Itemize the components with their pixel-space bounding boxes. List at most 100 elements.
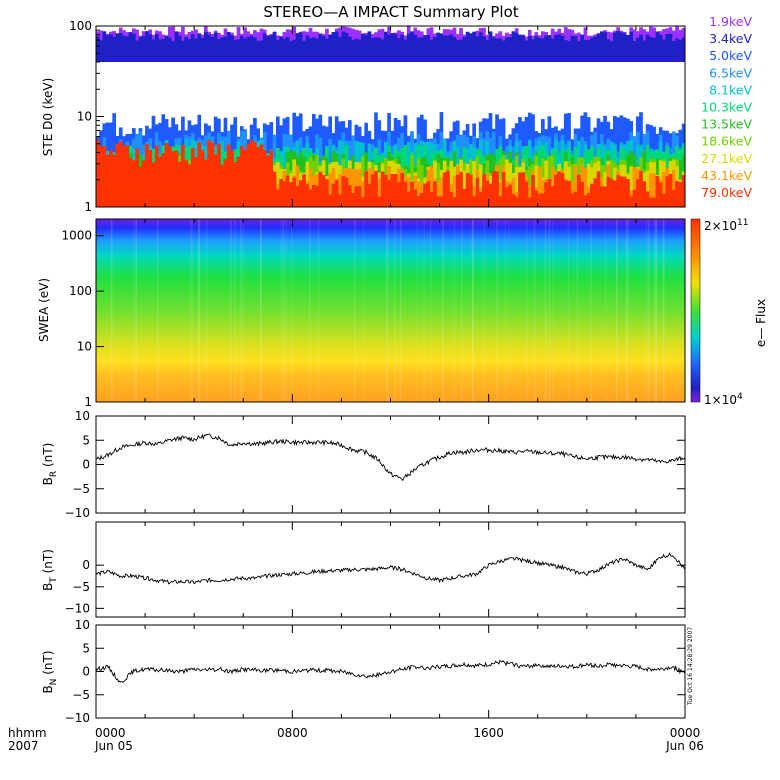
ste-bar	[501, 172, 506, 207]
ste-bar	[239, 146, 244, 207]
ste-bar	[351, 40, 355, 63]
swea-streak	[647, 219, 650, 402]
ste-bar	[609, 178, 614, 207]
swea-streak	[461, 219, 463, 402]
ste-bar	[171, 40, 175, 63]
ste-bar	[514, 166, 519, 207]
ste-bar	[652, 173, 656, 207]
ste-bar	[364, 34, 368, 63]
ste-bar	[400, 173, 404, 207]
ste-bar	[629, 31, 634, 63]
swea-streak	[198, 219, 200, 402]
ste-bar	[387, 179, 391, 207]
ste-bar	[583, 195, 588, 207]
ste-bar	[325, 38, 329, 63]
ste-y-tick-label: 10	[77, 110, 92, 124]
x-date-label: Jun 05	[94, 739, 133, 753]
ste-bar	[531, 39, 535, 63]
ste-bar	[105, 155, 110, 207]
ste-bar	[406, 33, 411, 63]
ste-bar	[269, 150, 274, 207]
ste-bar	[220, 164, 225, 207]
swea-streak	[645, 219, 648, 402]
ste-bar	[328, 34, 332, 63]
ste-bar	[318, 171, 323, 207]
swea-streak	[576, 219, 579, 402]
colorbar-max-label: 2×1011	[704, 218, 748, 233]
swea-streak	[662, 219, 665, 402]
ste-bar	[606, 39, 611, 63]
swea-streak	[110, 219, 113, 402]
ste-bar	[259, 40, 264, 63]
ste-legend-entry: 6.5keV	[709, 65, 752, 80]
ste-bar	[99, 40, 103, 63]
ste-bar	[200, 150, 205, 207]
ste-bar	[658, 34, 663, 63]
ste-bar	[534, 165, 539, 207]
ste-bar	[249, 35, 254, 63]
ste-bar	[452, 175, 457, 207]
ste-bar	[609, 41, 614, 63]
ste-bar	[167, 146, 172, 207]
ste-bar	[367, 183, 372, 207]
ste-legend-entry: 1.9keV	[709, 14, 752, 29]
ste-bar	[187, 164, 192, 207]
ste-bar	[223, 36, 228, 63]
ste-bar	[397, 182, 401, 207]
ste-bar	[311, 184, 316, 207]
ste-bar	[442, 172, 447, 207]
ste-bar	[642, 181, 647, 207]
ste-bar	[652, 37, 656, 63]
ste-bar	[537, 166, 542, 207]
ste-bar	[554, 34, 558, 63]
swea-y-tick-label: 1	[84, 395, 92, 409]
ste-bar	[200, 37, 205, 63]
ste-bar	[541, 38, 545, 63]
swea-streak	[567, 219, 570, 402]
ste-bar	[681, 37, 686, 63]
ste-bar	[308, 189, 313, 207]
ste-bar	[433, 36, 437, 63]
b-y-tick-label: −5	[72, 482, 90, 496]
ste-bar	[105, 35, 110, 63]
swea-streak	[504, 219, 507, 402]
ste-bar	[275, 39, 280, 63]
ste-bar	[508, 37, 512, 63]
ste-bar	[557, 171, 562, 207]
ste-bar	[148, 34, 153, 63]
ste-bar	[239, 35, 244, 63]
ste-bar	[315, 38, 319, 63]
x-axis-hhmm-label: hhmm	[8, 726, 47, 740]
ste-bar	[96, 139, 100, 207]
ste-bar	[279, 36, 283, 63]
ste-bar	[465, 172, 470, 207]
ste-bar	[161, 153, 166, 207]
ste-bar	[289, 40, 293, 63]
ste-bar	[537, 193, 542, 207]
ste-bar	[351, 168, 355, 207]
ste-bar	[305, 35, 310, 63]
ste-bar	[508, 184, 512, 207]
ste-bar	[662, 39, 666, 63]
ste-bar	[639, 170, 643, 207]
ste-bar	[223, 159, 228, 207]
ste-bar	[419, 37, 424, 63]
ste-bar	[403, 181, 408, 207]
ste-bar	[462, 170, 467, 207]
ste-bar	[112, 154, 117, 207]
swea-spectrogram	[96, 219, 685, 402]
ste-bar	[603, 186, 607, 207]
ste-bar	[328, 173, 332, 207]
ste-bar	[668, 173, 673, 207]
ste-bar	[122, 35, 126, 63]
b-field-line	[95, 659, 686, 683]
ste-legend-entry: 5.0keV	[709, 48, 752, 63]
x-tick-label: 0000	[670, 726, 701, 740]
bn-panel: 10 5 0 −5 −10 BN (nT)	[41, 618, 686, 725]
ste-bar	[665, 176, 670, 207]
ste-bar	[518, 172, 522, 207]
ste-bar	[302, 174, 306, 207]
b-panel-frame	[95, 521, 686, 618]
ste-bar	[436, 196, 440, 207]
ste-bar	[338, 36, 342, 63]
